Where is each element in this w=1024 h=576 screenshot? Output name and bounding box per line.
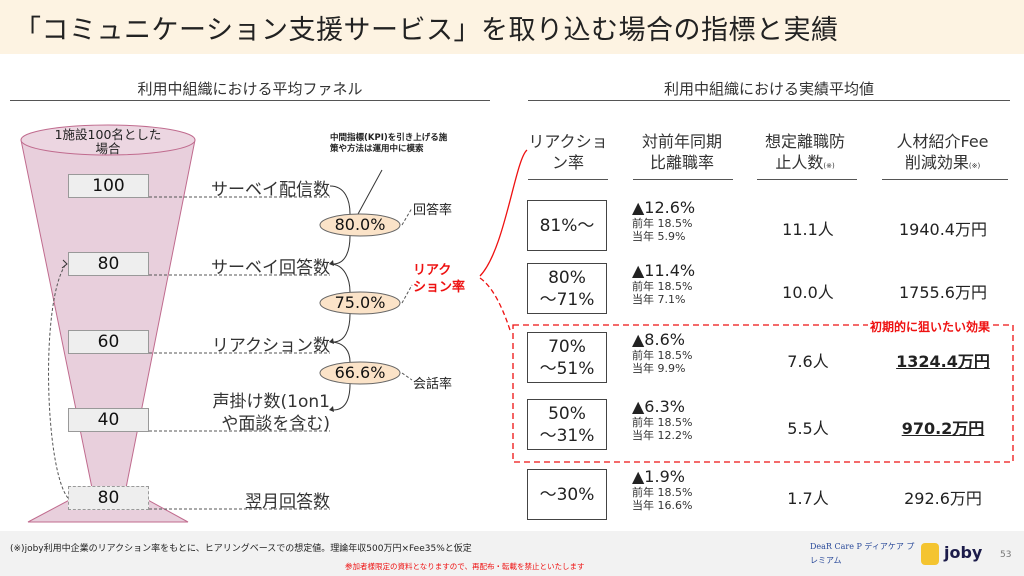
stage-label: サーベイ配信数 bbox=[211, 180, 330, 200]
prevented-people-cell: 7.6人 bbox=[787, 352, 829, 371]
prevented-people-cell: 5.5人 bbox=[787, 419, 829, 438]
column-header: 人材紹介Fee 削減効果(※) bbox=[896, 132, 989, 172]
highlight-box bbox=[512, 324, 1014, 463]
column-header: リアクショ ン率 bbox=[528, 132, 608, 172]
prevented-people-cell: 1.7人 bbox=[787, 489, 829, 508]
turnover-change-cell: ▲11.4% 前年 18.5% 当年 7.1% bbox=[632, 261, 696, 307]
fee-saving-cell: 1755.6万円 bbox=[899, 283, 987, 302]
footer bbox=[0, 531, 1024, 576]
column-header: 対前年同期 比離職率 bbox=[641, 132, 722, 172]
stage-label: 翌月回答数 bbox=[245, 492, 330, 512]
turnover-change-cell: ▲12.6% 前年 18.5% 当年 5.9% bbox=[632, 198, 696, 244]
turnover-change-cell: ▲6.3% 前年 18.5% 当年 12.2% bbox=[632, 397, 693, 443]
rate-label: 会話率 bbox=[413, 377, 453, 392]
joby-logo: joby bbox=[944, 543, 983, 562]
rate-value: 75.0% bbox=[334, 293, 386, 312]
page-number: 53 bbox=[1000, 550, 1012, 560]
results-heading: 利用中組織における実績平均値 bbox=[663, 80, 874, 98]
turnover-change-cell: ▲1.9% 前年 18.5% 当年 16.6% bbox=[632, 467, 693, 513]
stage-label: リアクション数 bbox=[211, 336, 330, 356]
stage-label: サーベイ回答数 bbox=[211, 258, 330, 278]
rate-ellipses bbox=[319, 213, 401, 385]
red-brace bbox=[479, 149, 528, 331]
fee-saving-cell: 970.2万円 bbox=[901, 419, 985, 438]
reaction-rate-cell: 81%〜 bbox=[527, 200, 607, 251]
stage-value: 60 bbox=[68, 330, 149, 354]
reaction-rate-cell: 80% 〜71% bbox=[527, 263, 607, 314]
column-header: 想定離職防 止人数(※) bbox=[764, 132, 845, 172]
reaction-rate-cell: 70% 〜51% bbox=[527, 332, 607, 383]
fee-saving-cell: 292.6万円 bbox=[904, 489, 982, 508]
fee-saving-cell: 1940.4万円 bbox=[899, 220, 987, 239]
stage-value: 100 bbox=[68, 174, 149, 198]
divider bbox=[528, 100, 1010, 101]
stage-value: 80 bbox=[68, 252, 149, 276]
dear-care-logo: DeaR Care P ディアケア プレミアム bbox=[810, 542, 915, 565]
flow-arrows bbox=[329, 169, 383, 411]
rate-label: 回答率 bbox=[413, 203, 453, 218]
kpi-note: 中間指標(KPI)を引き上げる施策や方法は運用中に模索 bbox=[330, 133, 448, 154]
dashed-guides bbox=[48, 196, 413, 510]
stage-label: 声掛け数(1on1 bbox=[212, 392, 330, 412]
divider bbox=[10, 100, 490, 101]
funnel-heading: 利用中組織における平均ファネル bbox=[137, 80, 363, 98]
title-bar bbox=[0, 0, 1024, 54]
footnote: (※)joby利用中企業のリアクション率をもとに、ヒアリングベースでの想定値。理… bbox=[10, 544, 472, 554]
prevented-people-cell: 10.0人 bbox=[782, 283, 834, 302]
funnel-top-label: 1施設100名とした場合 bbox=[54, 127, 162, 156]
turnover-change-cell: ▲8.6% 前年 18.5% 当年 9.9% bbox=[632, 330, 693, 376]
rate-value: 66.6% bbox=[334, 363, 386, 382]
rate-label-highlight: リアク ション率 bbox=[413, 263, 466, 295]
joby-logo-icon bbox=[921, 543, 939, 565]
stage-value: 80 bbox=[68, 486, 149, 510]
prevented-people-cell: 11.1人 bbox=[782, 220, 834, 239]
reaction-rate-cell: 〜30% bbox=[527, 469, 607, 520]
fee-saving-cell: 1324.4万円 bbox=[896, 352, 990, 371]
reaction-rate-cell: 50% 〜31% bbox=[527, 399, 607, 450]
stage-label: や面談を含む) bbox=[221, 414, 330, 434]
highlight-label: 初期的に狙いたい効果 bbox=[868, 318, 993, 335]
page-title: 「コミュニケーション支援サービス」を取り込む場合の指標と実績 bbox=[14, 15, 839, 46]
disclaimer: 参加者様限定の資料となりますので、再配布・転載を禁止といたします bbox=[345, 562, 585, 571]
rate-value: 80.0% bbox=[334, 215, 386, 234]
stage-value: 40 bbox=[68, 408, 149, 432]
